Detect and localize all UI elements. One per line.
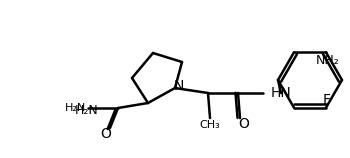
Text: H₂N: H₂N	[74, 103, 98, 116]
Text: N: N	[174, 79, 184, 93]
Text: O: O	[239, 117, 250, 131]
Text: HN: HN	[271, 86, 292, 100]
Text: F: F	[323, 93, 331, 107]
Text: CH₃: CH₃	[199, 120, 220, 130]
Text: O: O	[100, 127, 111, 141]
Text: H₂N: H₂N	[64, 103, 86, 113]
Text: NH₂: NH₂	[316, 54, 340, 67]
